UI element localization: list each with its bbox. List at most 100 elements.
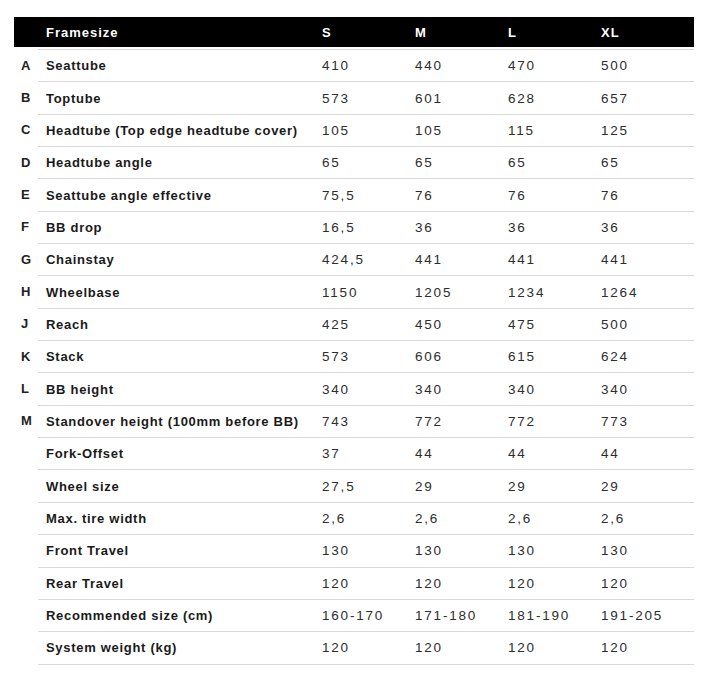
row-value: 500 (601, 317, 694, 332)
table-row: C Headtube (Top edge headtube cover) 105… (14, 114, 694, 146)
row-value: 36 (415, 220, 508, 235)
row-value: 130 (415, 543, 508, 558)
row-value: 425 (322, 317, 415, 332)
row-label: Headtube angle (38, 155, 322, 170)
table-row: D Headtube angle 65 65 65 65 (14, 146, 694, 178)
row-letter: A (14, 49, 38, 81)
row-label: Recommended size (cm) (38, 608, 322, 623)
row-letter: J (14, 308, 38, 340)
row-value: 773 (601, 414, 694, 429)
row-label: Seattube (38, 58, 322, 73)
row-value: 44 (601, 446, 694, 461)
column-header-framesize: Framesize (38, 25, 322, 40)
row-value: 573 (322, 91, 415, 106)
table-row: M Standover height (100mm before BB) 743… (14, 405, 694, 437)
row-label: Wheel size (38, 479, 322, 494)
row-value: 181-190 (508, 608, 601, 623)
row-value: 120 (322, 576, 415, 591)
row-value: 410 (322, 58, 415, 73)
row-value: 130 (508, 543, 601, 558)
row-value: 44 (508, 446, 601, 461)
row-value: 340 (322, 382, 415, 397)
row-value: 1205 (415, 285, 508, 300)
row-value: 475 (508, 317, 601, 332)
table-row: H Wheelbase 1150 1205 1234 1264 (14, 275, 694, 307)
table-row: Recommended size (cm) 160-170 171-180 18… (14, 599, 694, 631)
row-value: 29 (601, 479, 694, 494)
column-header-xl: XL (601, 25, 694, 40)
column-header-s: S (322, 25, 415, 40)
row-label: Fork-Offset (38, 446, 322, 461)
row-letter (14, 437, 38, 469)
row-value: 120 (601, 640, 694, 655)
row-label: Max. tire width (38, 511, 322, 526)
row-letter: C (14, 114, 38, 146)
row-value: 29 (415, 479, 508, 494)
table-body: A Seattube 410 440 470 500 B Toptube 573… (14, 49, 694, 664)
row-value: 65 (415, 155, 508, 170)
row-value: 120 (601, 576, 694, 591)
table-row: F BB drop 16,5 36 36 36 (14, 211, 694, 243)
row-value: 743 (322, 414, 415, 429)
row-letter: H (14, 275, 38, 307)
row-value: 606 (415, 349, 508, 364)
table-row: Max. tire width 2,6 2,6 2,6 2,6 (14, 502, 694, 534)
table-row: E Seattube angle effective 75,5 76 76 76 (14, 178, 694, 210)
row-label: Toptube (38, 91, 322, 106)
framesize-geometry-table: Framesize S M L XL A Seattube 410 440 47… (14, 17, 694, 665)
row-value: 2,6 (601, 511, 694, 526)
header-letter-spacer (14, 17, 38, 47)
row-value: 16,5 (322, 220, 415, 235)
row-value: 44 (415, 446, 508, 461)
row-value: 191-205 (601, 608, 694, 623)
row-value: 76 (415, 188, 508, 203)
table-row: B Toptube 573 601 628 657 (14, 81, 694, 113)
row-value: 601 (415, 91, 508, 106)
table-row: G Chainstay 424,5 441 441 441 (14, 243, 694, 275)
row-value: 120 (415, 576, 508, 591)
row-value: 615 (508, 349, 601, 364)
row-letter (14, 631, 38, 663)
row-value: 120 (508, 576, 601, 591)
table-row: A Seattube 410 440 470 500 (14, 49, 694, 81)
row-value: 441 (508, 252, 601, 267)
row-letter: L (14, 372, 38, 404)
row-label: Chainstay (38, 252, 322, 267)
row-value: 65 (508, 155, 601, 170)
row-value: 36 (601, 220, 694, 235)
row-value: 340 (415, 382, 508, 397)
row-value: 2,6 (508, 511, 601, 526)
row-value: 160-170 (322, 608, 415, 623)
row-value: 36 (508, 220, 601, 235)
row-value: 120 (322, 640, 415, 655)
table-row: System weight (kg) 120 120 120 120 (14, 631, 694, 663)
row-letter: F (14, 211, 38, 243)
row-value: 772 (508, 414, 601, 429)
row-letter: E (14, 178, 38, 210)
row-value: 441 (415, 252, 508, 267)
row-value: 340 (601, 382, 694, 397)
row-letter (14, 469, 38, 501)
table-row: Wheel size 27,5 29 29 29 (14, 469, 694, 501)
table-header-row: Framesize S M L XL (14, 17, 694, 47)
row-letter: M (14, 405, 38, 437)
row-value: 130 (601, 543, 694, 558)
row-value: 27,5 (322, 479, 415, 494)
row-letter: K (14, 340, 38, 372)
row-label: Wheelbase (38, 285, 322, 300)
row-value: 470 (508, 58, 601, 73)
row-value: 441 (601, 252, 694, 267)
row-letter (14, 502, 38, 534)
row-letter: B (14, 81, 38, 113)
row-label: Reach (38, 317, 322, 332)
table-row: J Reach 425 450 475 500 (14, 308, 694, 340)
row-value: 657 (601, 91, 694, 106)
row-label: Standover height (100mm before BB) (38, 414, 322, 429)
column-header-l: L (508, 25, 601, 40)
row-value: 772 (415, 414, 508, 429)
row-value: 76 (601, 188, 694, 203)
column-header-m: M (415, 25, 508, 40)
row-value: 37 (322, 446, 415, 461)
row-value: 115 (508, 123, 601, 138)
row-value: 65 (322, 155, 415, 170)
